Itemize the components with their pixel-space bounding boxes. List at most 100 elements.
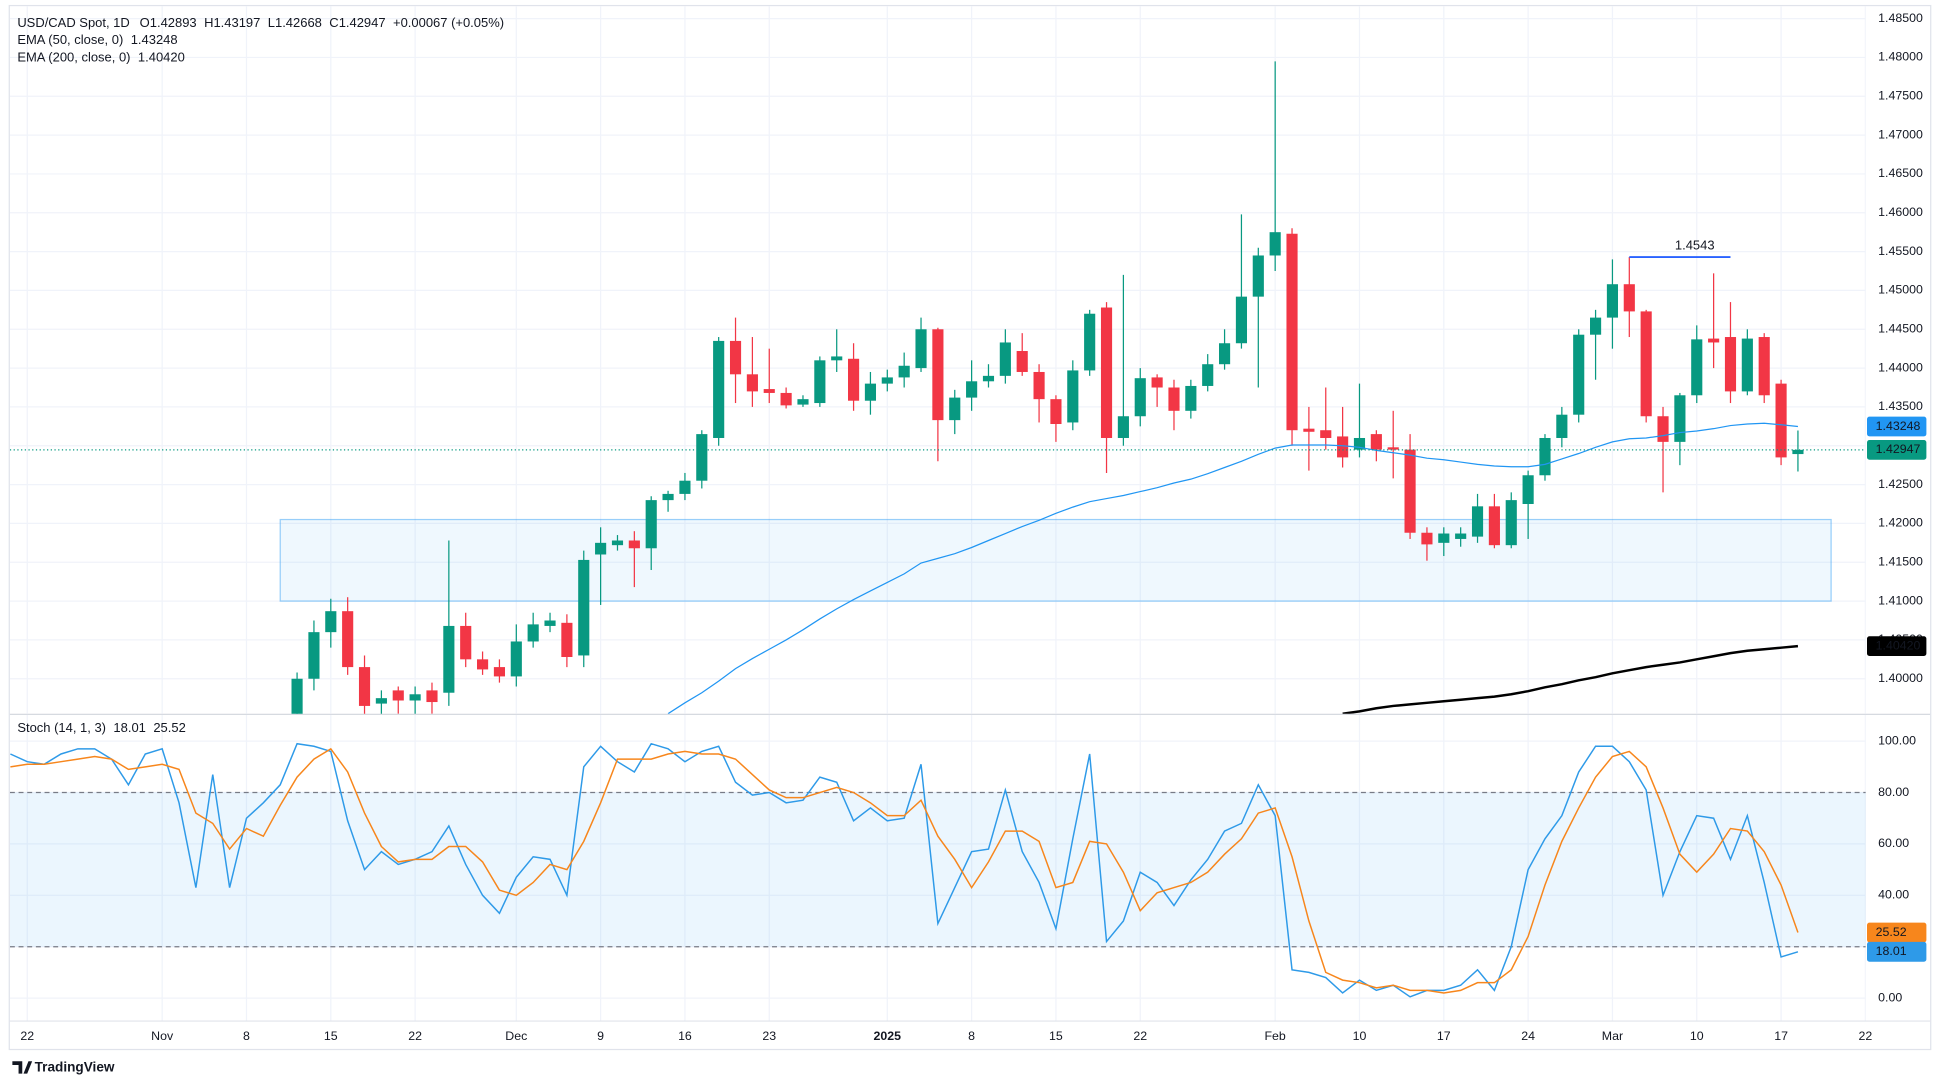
candle-body — [1151, 377, 1163, 388]
x-tick-label: 10 — [1353, 1029, 1367, 1043]
price-badge — [1867, 439, 1927, 460]
x-tick-label: 24 — [1521, 1029, 1535, 1043]
price-badge-label: 1.42947 — [1876, 442, 1921, 456]
candle-body — [1320, 430, 1332, 438]
y-tick-label: 1.46500 — [1878, 166, 1923, 180]
frame — [8, 4, 1932, 1051]
y-tick-label: 40.00 — [1878, 888, 1909, 902]
candle-body — [932, 329, 944, 421]
price-badge — [1867, 941, 1927, 962]
legend-entry: 18.01 — [113, 720, 145, 735]
candle-body — [1370, 434, 1382, 450]
legend-entry: O — [140, 15, 150, 30]
candle-body — [1404, 449, 1416, 533]
y-tick-label: 100.00 — [1878, 733, 1916, 747]
candle-body — [1337, 436, 1349, 458]
y-tick-label: 1.44000 — [1878, 360, 1923, 374]
candle-body — [477, 659, 489, 670]
series-line — [1342, 644, 1799, 714]
y-tick-label: 1.48000 — [1878, 50, 1923, 64]
candle-body — [1016, 351, 1028, 372]
legend-entry: 1.43197 — [213, 15, 260, 30]
legend-entry: 25.52 — [153, 720, 185, 735]
candle-body — [426, 690, 438, 703]
x-tick-label: 2025 — [874, 1029, 902, 1043]
candle-body — [1438, 533, 1450, 543]
y-tick-label: 1.41500 — [1878, 555, 1923, 569]
candle-body — [1033, 371, 1045, 400]
x-tick-label: 22 — [20, 1029, 34, 1043]
candle-body — [1758, 337, 1770, 396]
series-line — [10, 742, 1799, 998]
candle-body — [763, 389, 775, 393]
candle-body — [595, 542, 607, 555]
candle-body — [375, 698, 387, 704]
candle-body — [1387, 447, 1399, 450]
candle-body — [1050, 399, 1062, 425]
candle-body — [1674, 395, 1686, 442]
annotation-label: 1.4543 — [1675, 237, 1715, 252]
candle-body — [831, 356, 843, 361]
x-tick-label: Mar — [1602, 1029, 1623, 1043]
candle-body — [1539, 437, 1551, 476]
x-tick-label: Dec — [505, 1029, 527, 1043]
candle-body — [1269, 232, 1281, 256]
x-tick-label: 8 — [243, 1029, 250, 1043]
candle-body — [949, 397, 961, 421]
candle-body — [1522, 475, 1534, 505]
candle-body — [780, 392, 792, 406]
y-tick-label: 1.45000 — [1878, 283, 1923, 297]
candle-body — [982, 375, 995, 382]
candle-body — [915, 329, 927, 369]
candle-body — [1421, 532, 1433, 545]
candle-body — [1100, 307, 1113, 438]
y-tick-label: 1.41000 — [1878, 593, 1923, 607]
candle-body — [544, 620, 556, 626]
price-badge-label: 1.40420 — [1876, 638, 1921, 652]
candle-body — [1505, 500, 1517, 546]
candle-body — [645, 500, 657, 549]
candle-body — [1303, 428, 1315, 432]
candle-body — [729, 340, 742, 375]
candle-body — [1202, 364, 1214, 386]
x-tick-label: 22 — [1859, 1029, 1873, 1043]
candle-body — [1590, 317, 1602, 335]
y-tick-label: 1.42500 — [1878, 477, 1923, 491]
candle-body — [1471, 506, 1484, 537]
candle-body — [814, 360, 826, 404]
badges: 1.42947 1.43248 1.40420 25.52 18.01 — [1867, 416, 1927, 962]
x-tick-label: 8 — [968, 1029, 975, 1043]
candle-body — [510, 641, 522, 677]
y-tick-label: 1.46000 — [1878, 205, 1923, 219]
candle-body — [1792, 449, 1804, 455]
legend-entry: +0.00067 (+0.05%) — [393, 15, 504, 30]
candle-body — [881, 377, 893, 384]
legend-entry: L — [268, 15, 275, 30]
candle-body — [1691, 339, 1703, 396]
y-tick-label: 1.40000 — [1878, 671, 1923, 685]
candle-body — [746, 374, 758, 392]
candle-body — [392, 690, 404, 701]
legend-entry: EMA (50, close, 0) — [17, 32, 123, 47]
candle-body — [1724, 337, 1737, 392]
candle-body — [1606, 284, 1619, 318]
logo-text: TradingView — [35, 1060, 115, 1075]
candle-body — [696, 434, 708, 481]
legend-entry: 1.42947 — [339, 15, 386, 30]
y-tick-label: 1.44500 — [1878, 322, 1923, 336]
price-badge-label: 18.01 — [1876, 944, 1907, 958]
series-line — [10, 747, 1799, 994]
legend-entry: H — [204, 15, 213, 30]
candle-body — [561, 622, 573, 657]
y-tick-label: 1.43500 — [1878, 399, 1923, 413]
x-tick-label: 22 — [408, 1029, 422, 1043]
candle-body — [325, 611, 337, 633]
legend-entry: Stoch (14, 1, 3) — [17, 720, 106, 735]
x-tick-label: 17 — [1437, 1029, 1451, 1043]
x-tick-label: 9 — [597, 1029, 604, 1043]
x-tick-label: 10 — [1690, 1029, 1704, 1043]
price-badge — [1867, 416, 1927, 437]
